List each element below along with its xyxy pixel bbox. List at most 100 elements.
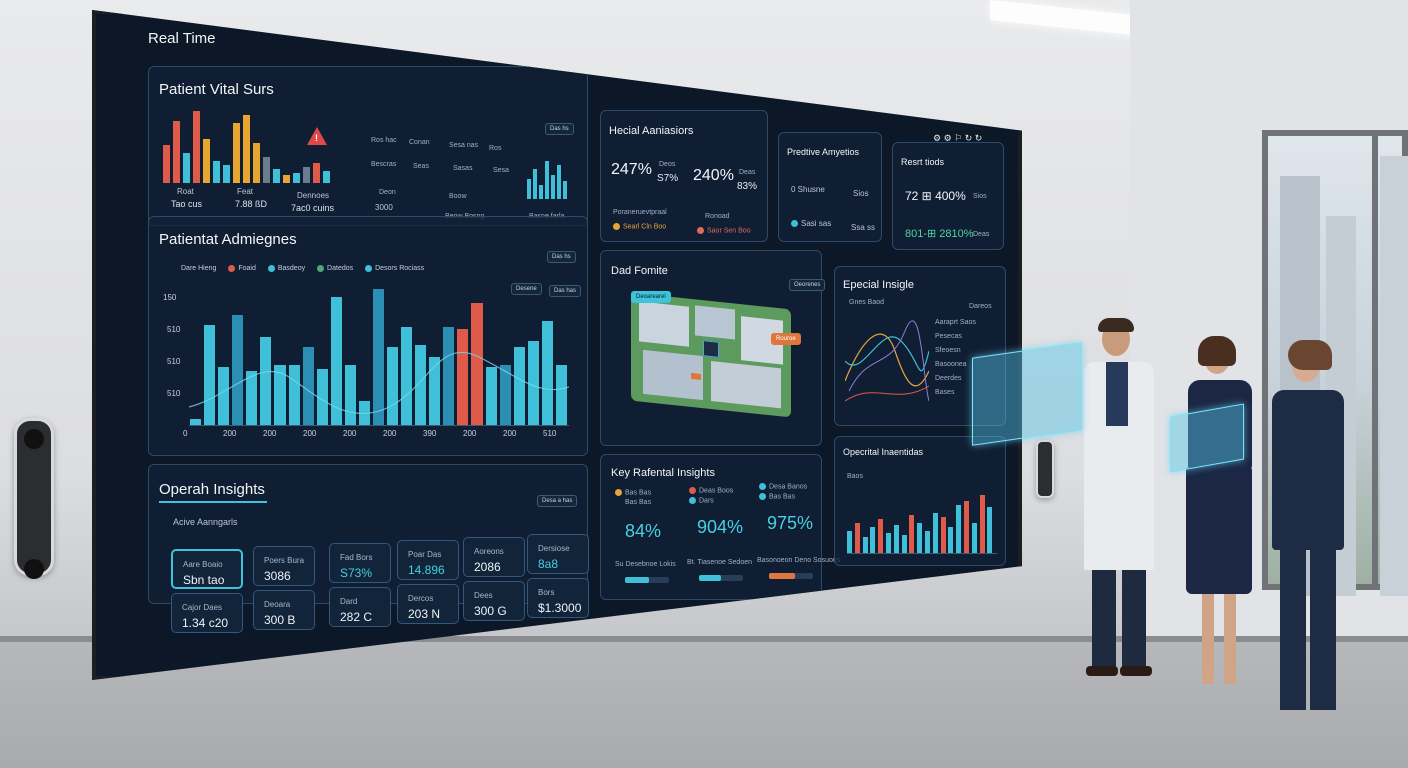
metric-card-value: $1.3000 bbox=[538, 601, 582, 615]
legend-item: Datedos bbox=[317, 265, 353, 272]
metric-card[interactable]: Dard 282 C bbox=[329, 587, 391, 627]
special-chip: Dareos bbox=[969, 303, 992, 310]
hospital-stat-side: S7% bbox=[657, 173, 679, 184]
admissions-bar bbox=[513, 347, 525, 425]
results-side: Deas bbox=[973, 231, 990, 238]
metric-card-label: Dersiose bbox=[538, 544, 570, 553]
key-value: 904% bbox=[697, 517, 744, 537]
results-panel: Resrt tiods ⚙ ⚙ ⚐ ↻ ↻ 72 ⊞ 400% Sios 801… bbox=[892, 133, 1004, 250]
admissions-bar bbox=[387, 347, 399, 425]
vitals-bar bbox=[243, 115, 250, 183]
legend-label: Desors Rociass bbox=[375, 265, 425, 273]
hospital-panel: Hecial Aaniasiors 247% Deos S7% 240% Dea… bbox=[600, 110, 768, 242]
floor-tag[interactable]: Rouroe bbox=[771, 333, 801, 345]
y-tick: 150 bbox=[163, 293, 177, 302]
admissions-button[interactable]: Das has bbox=[549, 285, 582, 297]
metric-card[interactable]: Dersiose 8a8 bbox=[527, 534, 589, 574]
metric-card[interactable]: Dees 300 G bbox=[463, 581, 525, 621]
vitals-bar bbox=[273, 169, 280, 183]
results-value: 72 ⊞ 400% bbox=[905, 189, 966, 203]
operational-bar bbox=[987, 507, 993, 553]
vitals-chip[interactable]: Das hs bbox=[545, 123, 574, 135]
admissions-bar bbox=[443, 327, 455, 425]
admissions-bar bbox=[429, 357, 441, 425]
admissions-bar-chart bbox=[189, 289, 569, 426]
x-tick: 200 bbox=[383, 429, 397, 438]
special-row: Sfeoesn bbox=[935, 347, 961, 354]
metric-card-label: Poar Das bbox=[408, 550, 442, 559]
progress-track bbox=[699, 575, 743, 581]
operational-chip: Baos bbox=[847, 473, 863, 480]
staff-woman bbox=[1184, 336, 1258, 696]
operations-chip[interactable]: Desa a has bbox=[537, 495, 578, 507]
operational-bar bbox=[854, 523, 860, 553]
special-line-chart bbox=[845, 320, 929, 402]
hospital-footer: Ronoad bbox=[705, 213, 730, 220]
metric-card[interactable]: Bors $1.3000 bbox=[527, 578, 589, 618]
metric-card[interactable]: Cajor Daes 1.34 c20 bbox=[171, 593, 243, 633]
key-legend-item: Deas Boos bbox=[689, 487, 733, 494]
hospital-tag-label: Searl Cln Boo bbox=[623, 223, 667, 231]
admissions-bar bbox=[415, 345, 427, 425]
predictive-title: Predtive Amyetios bbox=[787, 147, 860, 157]
key-legend-label: Bas Bas bbox=[625, 499, 652, 506]
special-chip: Gnes Baod bbox=[849, 299, 885, 306]
admissions-button[interactable]: Desene bbox=[511, 283, 542, 295]
results-side: Sios bbox=[973, 193, 987, 200]
admissions-bar bbox=[372, 289, 385, 425]
metric-card-value: S73% bbox=[340, 566, 373, 580]
floor-tag[interactable]: Deoarearel bbox=[631, 291, 671, 303]
results-toolbar-icons[interactable]: ⚙ ⚙ ⚐ ↻ ↻ bbox=[933, 133, 983, 143]
metric-card[interactable]: Aare Boaio Sbn tao bbox=[171, 549, 243, 589]
vitals-sub-value: 3000 bbox=[375, 203, 393, 212]
vitals-cell: Sasas bbox=[453, 165, 473, 172]
x-tick: 390 bbox=[423, 429, 437, 438]
baseboard bbox=[0, 636, 1408, 642]
vitals-bar bbox=[233, 123, 240, 183]
metric-card-value: 3086 bbox=[264, 569, 291, 583]
legend-label: Basdeoy bbox=[277, 265, 306, 273]
admissions-chip[interactable]: Das hs bbox=[547, 251, 576, 263]
vitals-bar bbox=[183, 153, 190, 183]
operational-bar-chart bbox=[847, 483, 997, 554]
admissions-bar bbox=[316, 369, 328, 425]
key-value: 975% bbox=[767, 513, 814, 533]
metric-card[interactable]: Poar Das 14.896 bbox=[397, 540, 459, 580]
admissions-legend: Dare Hieng Foaid Basdeoy Datedos Desors … bbox=[181, 265, 424, 272]
operational-title: Opecrital Inaentidas bbox=[843, 447, 924, 457]
metric-card[interactable]: Poers Bura 3086 bbox=[253, 546, 315, 586]
metric-card-value: 282 C bbox=[340, 610, 373, 624]
vitals-bar bbox=[253, 143, 260, 183]
metric-card[interactable]: Dercos 203 N bbox=[397, 584, 459, 624]
hospital-stat-side: Deos bbox=[659, 161, 676, 168]
x-tick: 200 bbox=[223, 429, 237, 438]
admissions-bar bbox=[246, 371, 258, 425]
vitals-bar bbox=[303, 167, 310, 183]
admissions-bar bbox=[471, 303, 483, 425]
operational-bar bbox=[964, 501, 969, 553]
metric-card[interactable]: Fad Bors S73% bbox=[329, 543, 391, 583]
admissions-bar bbox=[344, 365, 356, 425]
staff-woman-suit bbox=[1268, 340, 1350, 730]
metric-card-value: Sbn tao bbox=[183, 573, 225, 587]
admissions-bar bbox=[499, 365, 511, 425]
metric-card-value: 1.34 c20 bbox=[182, 616, 229, 630]
admissions-bar bbox=[555, 365, 567, 425]
metric-card[interactable]: Deoara 300 B bbox=[253, 590, 315, 630]
vitals-cell: Seas bbox=[413, 163, 429, 170]
metric-card-label: Aare Boaio bbox=[183, 560, 223, 569]
wall-access-panel-left bbox=[14, 418, 54, 579]
metric-card[interactable]: Aoreons 2086 bbox=[463, 537, 525, 577]
progress-track bbox=[769, 573, 813, 579]
vitals-cell: Sesa bbox=[493, 167, 509, 174]
floor-map-chip[interactable]: Oeorenes bbox=[789, 279, 826, 291]
key-footer: Basonoeon Deno Sosuons bbox=[757, 557, 841, 564]
special-insights-panel: Epecial Insigle Gnes Baod Dareos Aaraprt… bbox=[834, 266, 1006, 426]
key-legend-item: Dars bbox=[689, 497, 714, 504]
x-tick: 200 bbox=[343, 429, 357, 438]
operations-panel: Operah Insights Desa a has Acive Aanngar… bbox=[148, 464, 589, 633]
vitals-bar-chart bbox=[163, 111, 348, 183]
vitals-cell: Bescras bbox=[371, 161, 397, 168]
x-tick: 510 bbox=[543, 429, 557, 438]
special-row: Deerdes bbox=[935, 375, 962, 382]
